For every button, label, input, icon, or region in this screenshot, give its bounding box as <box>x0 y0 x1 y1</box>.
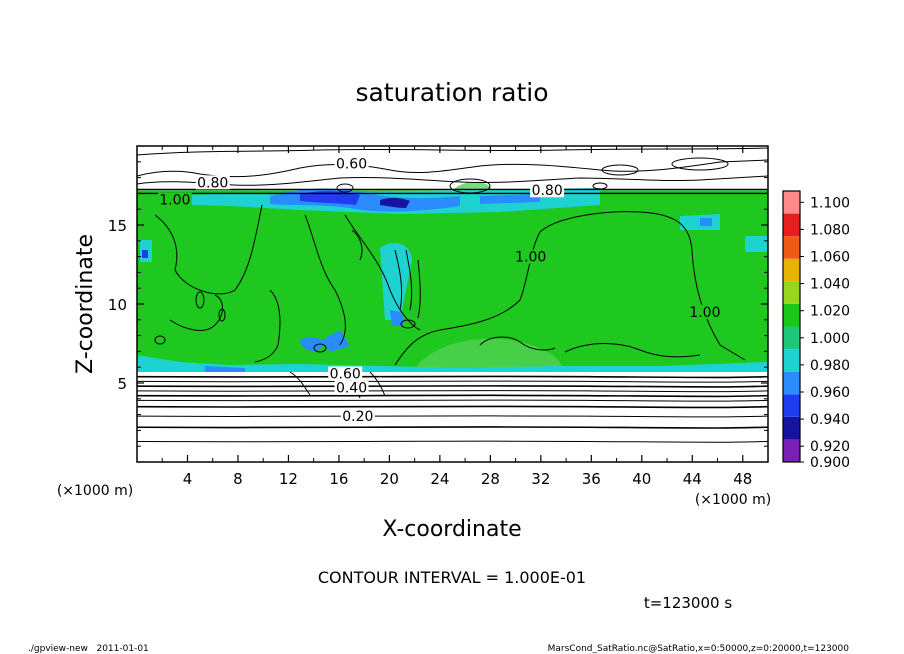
x-tick-label: 36 <box>582 470 601 488</box>
colorbar-label: 0.960 <box>810 385 850 401</box>
contour-line <box>137 375 768 379</box>
contour-line <box>137 394 768 398</box>
x-tick-label: 24 <box>430 470 449 488</box>
x-tick-label: 12 <box>279 470 298 488</box>
colorbar-label: 0.940 <box>810 412 850 428</box>
contour-line <box>137 405 768 409</box>
colorbar-segment <box>783 439 800 462</box>
colorbar-segment <box>783 236 800 259</box>
x-tick-label: 28 <box>481 470 500 488</box>
colorbar-segment <box>783 303 800 327</box>
contour-line <box>137 440 768 443</box>
contour-line <box>137 390 768 393</box>
contour-label-bg <box>334 156 369 171</box>
x-tick-label: 40 <box>632 470 651 488</box>
y-tick-label: 15 <box>108 217 127 235</box>
x-units-label: (×1000 m) <box>695 492 771 508</box>
contour-label: 0.80 <box>532 183 563 199</box>
contour-label: 1.00 <box>515 250 546 266</box>
contour-line <box>137 385 768 388</box>
colorbar-frame <box>782 190 801 463</box>
contour-label-bg <box>328 366 363 381</box>
colorbar-label: 0.900 <box>810 455 850 471</box>
footer-left: ./gpview-new 2011-01-01 <box>28 644 149 654</box>
contour-label-bg <box>513 249 548 264</box>
colorbar-label: 1.100 <box>810 195 850 211</box>
contour-line <box>137 415 768 418</box>
x-tick-label: 48 <box>733 470 752 488</box>
saturated-layer <box>137 190 768 371</box>
y-axis: 5 10 15 <box>108 161 768 447</box>
contour-label: 0.40 <box>336 381 367 397</box>
contour-label-bg <box>530 183 565 198</box>
contour-line <box>137 399 768 402</box>
colorbar-label: 0.920 <box>810 439 850 455</box>
y-tick-label: 10 <box>108 296 127 314</box>
contour-label: 0.60 <box>330 367 361 383</box>
x-tick-label: 20 <box>380 470 399 488</box>
x-axis-label: X-coordinate <box>382 517 521 542</box>
y-tick-label: 5 <box>117 375 127 393</box>
contour-label: 0.20 <box>342 409 373 425</box>
colorbar-segment <box>783 258 800 282</box>
contour-label: 1.00 <box>689 305 720 321</box>
plot-area: 0.600.801.000.801.001.000.600.400.20 <box>137 146 768 462</box>
contour-interval-note: CONTOUR INTERVAL = 1.000E-01 <box>318 568 586 587</box>
contour-label: 0.60 <box>336 156 367 172</box>
time-stamp: t=123000 s <box>644 594 732 612</box>
colorbar-segment <box>783 191 800 214</box>
x-tick-label: 8 <box>233 470 243 488</box>
colorbar-label: 1.020 <box>810 304 850 320</box>
colorbar-label: 1.060 <box>810 249 850 265</box>
x-tick-label: 4 <box>183 470 193 488</box>
footer-right: MarsCond_SatRatio.nc@SatRatio,x=0:50000,… <box>548 644 850 654</box>
colorbar-segment <box>783 213 800 237</box>
contour-label-bg <box>334 380 369 395</box>
blue-band <box>137 188 768 372</box>
colorbar-label: 1.000 <box>810 331 850 347</box>
colorbar-segment <box>783 416 800 440</box>
colorbar-segment <box>783 371 800 395</box>
colorbar-label: 1.040 <box>810 277 850 293</box>
y-units-label: (×1000 m) <box>57 483 133 499</box>
contour-labels: 0.600.801.000.801.001.000.600.400.20 <box>157 156 722 425</box>
colorbar-segment <box>783 349 800 372</box>
contour-line <box>137 426 768 429</box>
contour-label: 0.80 <box>197 175 228 191</box>
colorbar-segment <box>783 326 800 350</box>
y-axis-label: Z-coordinate <box>73 234 98 374</box>
contour-label: 1.00 <box>159 193 190 209</box>
contour-label-bg <box>340 409 375 424</box>
contour-line <box>137 380 768 383</box>
colorbar-label: 1.080 <box>810 222 850 238</box>
chart-title: saturation ratio <box>355 78 548 107</box>
contour-label-bg <box>157 192 192 207</box>
saturated-contours <box>137 147 768 399</box>
x-tick-label: 32 <box>531 470 550 488</box>
x-axis: 4 8 12 16 20 24 28 32 36 40 44 48 <box>161 146 752 488</box>
colorbar-segment <box>783 281 800 304</box>
x-tick-label: 44 <box>683 470 702 488</box>
light-green-patch <box>412 338 565 372</box>
contour-label-bg <box>195 175 230 190</box>
colorbar-segment <box>783 394 800 417</box>
x-tick-label: 16 <box>329 470 348 488</box>
contour-label-bg <box>687 304 722 319</box>
colorbar-label: 0.980 <box>810 358 850 374</box>
